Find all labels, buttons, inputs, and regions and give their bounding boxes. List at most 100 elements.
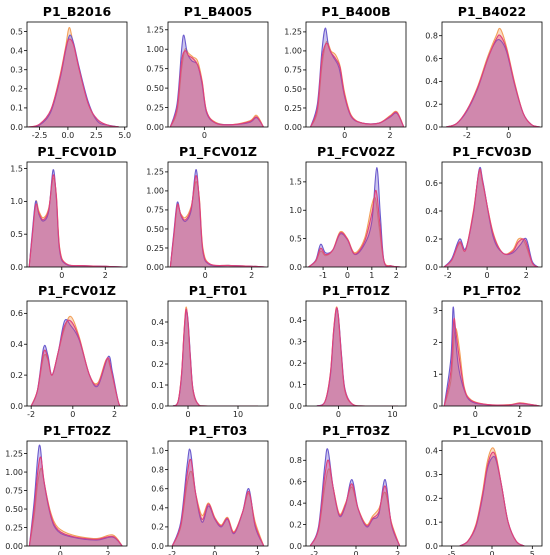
plot-area <box>30 315 124 406</box>
y-tick-label: 0.3 <box>425 470 438 479</box>
panel-title: P1_FT03Z <box>322 423 390 439</box>
kde-line-series-3 <box>443 317 540 406</box>
plot-area <box>172 306 258 406</box>
y-tick-label: 2 <box>433 338 438 347</box>
y-tick-label: 1.0 <box>151 446 164 455</box>
kde-area-series-3 <box>446 34 540 127</box>
panel-title: P1_FT02 <box>463 283 522 299</box>
y-tick-label: 0.2 <box>151 523 164 532</box>
kde-area-series-1 <box>310 41 404 127</box>
y-tick-label: 0.3 <box>289 338 302 347</box>
y-tick-label: 0.50 <box>146 225 164 234</box>
kde-line-series-3 <box>28 38 120 127</box>
y-tick-label: 1.25 <box>146 26 164 35</box>
x-tick-label: 0 <box>202 131 207 140</box>
y-tick-label: 0.6 <box>425 179 438 188</box>
y-tick-label: 0.25 <box>5 523 23 532</box>
y-tick-label: 0 <box>433 402 438 411</box>
plot-area <box>308 167 402 267</box>
kde-area-series-3 <box>310 459 400 546</box>
y-tick-label: 1.00 <box>146 45 164 54</box>
y-tick-label: 0.0 <box>425 263 438 272</box>
x-tick-label: -2 <box>444 271 452 280</box>
kde-panel: P1_FCV02Z 0.0 0.5 1.0 1.5 -1 0 1 2 <box>289 144 407 280</box>
kde-area-series-1 <box>172 471 264 546</box>
kde-line-series-1 <box>30 315 124 406</box>
kde-area-series-3 <box>172 459 264 546</box>
kde-area-series-3 <box>316 307 398 406</box>
y-tick-label: 0.5 <box>10 27 23 36</box>
kde-line-series-2 <box>28 34 120 127</box>
x-tick-label: -2 <box>27 410 35 419</box>
x-tick-label: -5 <box>448 550 456 555</box>
y-tick-label: 0.2 <box>425 235 438 244</box>
y-tick-label: 0.6 <box>425 54 438 63</box>
kde-line-series-3 <box>169 175 266 267</box>
kde-area-series-1 <box>459 447 525 546</box>
panel-title: P1_B4022 <box>458 4 526 20</box>
y-tick-label: 0.8 <box>289 456 302 465</box>
plot-area <box>445 27 541 127</box>
y-tick-label: 0.00 <box>146 263 164 272</box>
kde-line-series-3 <box>459 451 525 546</box>
y-tick-label: 0.50 <box>5 505 23 514</box>
x-tick-label: 2 <box>249 271 254 280</box>
y-tick-label: 0.1 <box>425 518 438 527</box>
y-tick-label: 1.00 <box>146 187 164 196</box>
kde-panel: P1_FT03Z 0.0 0.2 0.4 0.6 0.8 -2 0 2 <box>289 423 407 555</box>
y-tick-label: 0.4 <box>289 499 302 508</box>
plot-area <box>169 169 266 267</box>
kde-panel: P1_FCV01Z 0.0 0.2 0.4 0.6 -2 0 2 <box>10 283 128 419</box>
kde-area-series-2 <box>28 35 120 127</box>
kde-area-series-1 <box>310 468 400 546</box>
x-tick-label: 10 <box>387 410 397 419</box>
kde-line-series-1 <box>169 48 264 127</box>
y-tick-label: 0.75 <box>5 486 23 495</box>
kde-panel: P1_FT01 0.0 0.1 0.2 0.3 0.4 0 10 <box>151 283 269 419</box>
panel-title: P1_FCV01D <box>37 144 116 160</box>
x-tick-label: 2 <box>517 410 522 419</box>
x-tick-label: 2 <box>255 550 260 555</box>
axes-frame <box>167 300 269 407</box>
axes-frame <box>167 161 269 268</box>
axes-frame <box>305 21 407 128</box>
x-tick-label: 0 <box>485 271 490 280</box>
kde-line-series-3 <box>30 319 124 406</box>
panel-title: P1_B2016 <box>43 4 112 20</box>
y-tick-label: 0.4 <box>289 316 302 325</box>
kde-panel: P1_FCV01D 0.0 0.5 1.0 1.5 0 2 <box>10 144 128 280</box>
y-tick-label: 1.25 <box>5 449 23 458</box>
y-tick-label: 0.6 <box>151 485 164 494</box>
y-tick-label: 0.1 <box>151 381 164 390</box>
kde-line-series-2 <box>309 448 401 546</box>
x-tick-label: 2 <box>388 131 393 140</box>
y-tick-label: 0.1 <box>289 380 302 389</box>
kde-panel: P1_FCV01Z 0.00 0.25 0.50 0.75 1.00 1.25 0 2 <box>146 144 269 280</box>
kde-panel: P1_LCV01D 0.0 0.1 0.2 0.3 0.4 -5 0 5 <box>425 423 543 555</box>
axes-frame <box>26 300 128 407</box>
x-tick-label: 2 <box>103 271 108 280</box>
kde-area-series-1 <box>29 178 123 267</box>
panel-title: P1_FCV01Z <box>179 144 257 160</box>
kde-line-series-1 <box>309 468 401 546</box>
kde-panel: P1_FT01Z 0.0 0.1 0.2 0.3 0.4 0 10 <box>289 283 407 419</box>
kde-area-series-3 <box>444 318 540 406</box>
x-tick-label: 2 <box>112 410 117 419</box>
x-tick-label: -1 <box>319 271 327 280</box>
kde-panel: P1_FT02Z 0.00 0.25 0.50 0.75 1.00 1.25 0 2 <box>5 423 128 555</box>
kde-area-series-1 <box>308 197 402 267</box>
kde-area-series-1 <box>444 328 540 406</box>
y-tick-label: 0.00 <box>284 123 302 132</box>
y-tick-label: 1.00 <box>5 468 23 477</box>
panel-title: P1_FT03 <box>189 423 248 439</box>
plot-area <box>310 27 405 127</box>
axes-frame <box>26 161 128 268</box>
kde-area-series-3 <box>310 43 404 127</box>
kde-line-series-3 <box>172 308 258 406</box>
y-tick-label: 1.00 <box>284 47 302 56</box>
y-tick-label: 1.0 <box>289 206 302 215</box>
y-tick-label: 0.0 <box>10 123 23 132</box>
x-tick-label: 0 <box>212 550 217 555</box>
x-tick-label: 2 <box>394 271 399 280</box>
